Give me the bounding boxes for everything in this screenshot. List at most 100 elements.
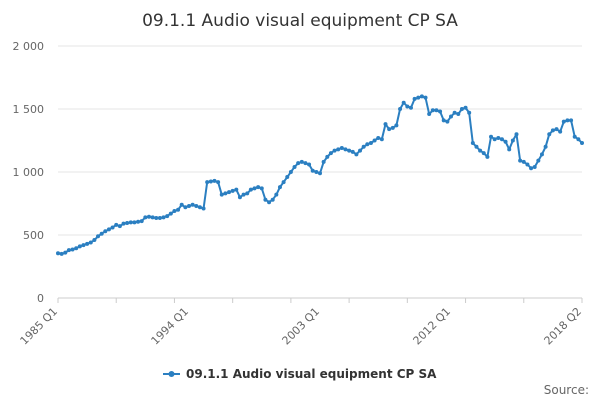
data-point — [227, 190, 232, 195]
data-point — [339, 146, 344, 151]
data-point — [139, 219, 144, 224]
data-point — [379, 137, 384, 142]
data-point — [503, 139, 508, 144]
legend[interactable]: 09.1.1 Audio visual equipment CP SA — [163, 367, 437, 381]
y-axis: 0 500 1 000 1 500 2 000 — [13, 40, 45, 305]
data-point — [318, 171, 322, 176]
data-point — [445, 119, 450, 124]
data-point — [81, 243, 86, 248]
data-point — [114, 222, 119, 227]
x-tick-label: 2012 Q1 — [411, 305, 454, 348]
data-point — [394, 123, 399, 128]
data-point — [434, 108, 439, 113]
data-point — [56, 251, 60, 256]
data-point — [234, 187, 239, 192]
data-point — [237, 195, 242, 200]
data-point — [368, 141, 373, 146]
data-point — [572, 134, 577, 139]
chart-title: 09.1.1 Audio visual equipment CP SA — [142, 11, 458, 31]
data-point — [96, 234, 101, 239]
data-point — [521, 159, 526, 164]
data-point — [310, 168, 315, 173]
data-point — [510, 138, 515, 143]
data-point — [88, 240, 93, 245]
data-point — [292, 164, 297, 169]
data-point — [358, 148, 363, 153]
data-point — [208, 179, 213, 184]
data-point — [561, 119, 566, 124]
data-point — [387, 127, 392, 132]
data-point — [230, 188, 235, 193]
data-point — [550, 128, 555, 133]
data-point — [201, 206, 206, 211]
data-point — [478, 148, 483, 153]
data-point — [430, 108, 435, 113]
data-point — [172, 209, 177, 214]
data-point — [463, 105, 468, 110]
data-point — [372, 138, 377, 143]
data-point — [277, 185, 282, 190]
data-point — [241, 192, 246, 197]
data-point — [514, 132, 519, 137]
data-point — [183, 205, 188, 210]
data-point — [580, 141, 584, 146]
data-point — [125, 221, 130, 226]
data-point — [99, 231, 104, 236]
data-point — [121, 221, 126, 226]
data-point — [543, 144, 548, 149]
data-point — [569, 118, 574, 123]
data-point — [427, 112, 432, 117]
data-point — [361, 144, 366, 149]
x-tick-label: 2018 Q2 — [542, 305, 585, 348]
data-point — [288, 170, 293, 174]
data-point — [438, 109, 443, 114]
legend-swatch-marker — [168, 371, 175, 377]
data-point — [365, 142, 370, 147]
data-point — [92, 238, 97, 243]
data-point — [467, 110, 472, 115]
data-point — [176, 207, 181, 212]
data-point — [296, 161, 301, 166]
data-point — [328, 151, 333, 156]
data-point — [332, 148, 337, 153]
data-point — [408, 105, 413, 110]
data-point — [103, 229, 108, 234]
data-point — [539, 152, 544, 157]
data-point — [441, 118, 446, 123]
data-point — [354, 152, 359, 157]
data-point — [496, 135, 501, 140]
data-point — [492, 137, 497, 142]
data-point — [474, 144, 479, 149]
data-point — [303, 161, 308, 166]
legend-label: 09.1.1 Audio visual equipment CP SA — [186, 367, 437, 381]
data-point — [321, 159, 326, 164]
data-point — [263, 197, 268, 202]
data-point — [161, 215, 166, 220]
data-point — [307, 162, 312, 167]
data-point — [216, 180, 221, 185]
y-tick-label: 500 — [23, 229, 44, 242]
x-tick-label: 2003 Q1 — [280, 305, 323, 348]
data-point — [481, 151, 486, 156]
data-point — [154, 215, 159, 220]
data-point — [252, 186, 257, 191]
data-point — [179, 202, 184, 207]
data-point — [219, 192, 224, 197]
data-point — [470, 141, 475, 146]
data-point — [558, 129, 563, 134]
data-point — [259, 186, 264, 191]
data-point — [117, 224, 122, 229]
data-point — [150, 215, 155, 220]
data-point — [565, 118, 570, 123]
data-point — [256, 185, 261, 190]
data-point — [205, 180, 210, 185]
data-point — [74, 246, 79, 251]
data-point — [267, 200, 272, 205]
data-point — [157, 215, 162, 220]
data-point — [281, 180, 286, 185]
data-point — [350, 149, 355, 154]
y-tick-label: 1 000 — [13, 166, 45, 179]
data-point — [136, 219, 141, 224]
data-point — [190, 202, 195, 207]
